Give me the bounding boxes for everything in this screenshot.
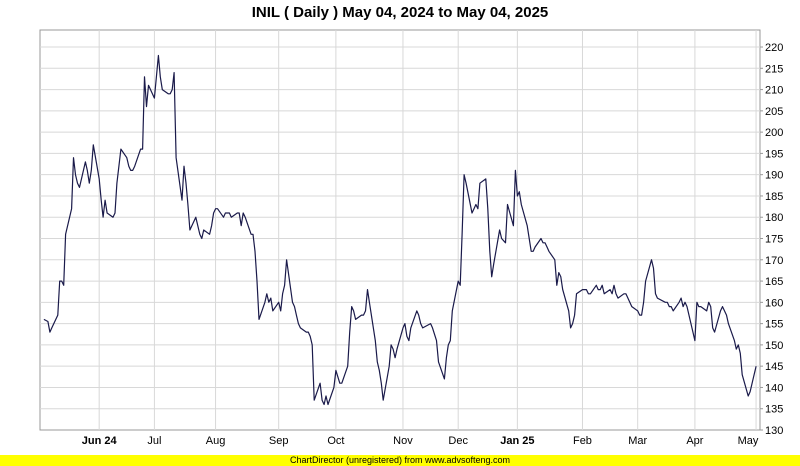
y-tick-label: 195 [765, 148, 783, 160]
plot-area [39, 29, 761, 431]
y-tick-label: 205 [765, 106, 783, 118]
chart-title: INIL ( Daily ) May 04, 2024 to May 04, 2… [251, 4, 549, 21]
y-tick-label: 170 [765, 255, 783, 267]
x-tick-label: Nov [393, 435, 413, 447]
y-axis-ticks: 130 135 140 145 150 155 160 165 170 175 180 185 190 1… [760, 42, 783, 437]
y-tick-label: 180 [765, 212, 783, 224]
footer-credit: ChartDirector (unregistered) from www.ad… [0, 455, 800, 466]
y-tick-label: 190 [765, 170, 783, 182]
x-tick-label: Jul [147, 435, 161, 447]
x-tick-label: Aug [206, 435, 226, 447]
x-tick-label: Dec [448, 435, 468, 447]
y-tick-label: 145 [765, 361, 783, 373]
x-tick-label: Mar [628, 435, 647, 447]
y-tick-label: 135 [765, 404, 783, 416]
y-tick-label: 210 [765, 85, 783, 97]
x-tick-label: Apr [686, 435, 703, 447]
grid-lines [40, 30, 760, 430]
y-tick-label: 200 [765, 127, 783, 139]
y-tick-label: 165 [765, 276, 783, 288]
x-tick-label: Oct [327, 435, 344, 447]
y-tick-label: 215 [765, 63, 783, 75]
x-tick-label: Sep [269, 435, 289, 447]
y-tick-label: 130 [765, 425, 783, 437]
y-tick-label: 150 [765, 340, 783, 352]
x-tick-label: Feb [573, 435, 592, 447]
y-tick-label: 220 [765, 42, 783, 54]
y-tick-label: 175 [765, 234, 783, 246]
x-tick-label: May [738, 435, 759, 447]
y-tick-label: 160 [765, 297, 783, 309]
y-tick-label: 185 [765, 191, 783, 203]
y-tick-label: 155 [765, 319, 783, 331]
price-line [43, 54, 757, 406]
y-tick-label: 140 [765, 382, 783, 394]
x-axis-ticks: Jun 24 Jul Aug Sep Oct Nov Dec Jan 25 Feb Mar Apr M… [82, 435, 759, 447]
x-tick-label: Jun 24 [82, 435, 118, 447]
x-tick-label: Jan 25 [500, 435, 534, 447]
